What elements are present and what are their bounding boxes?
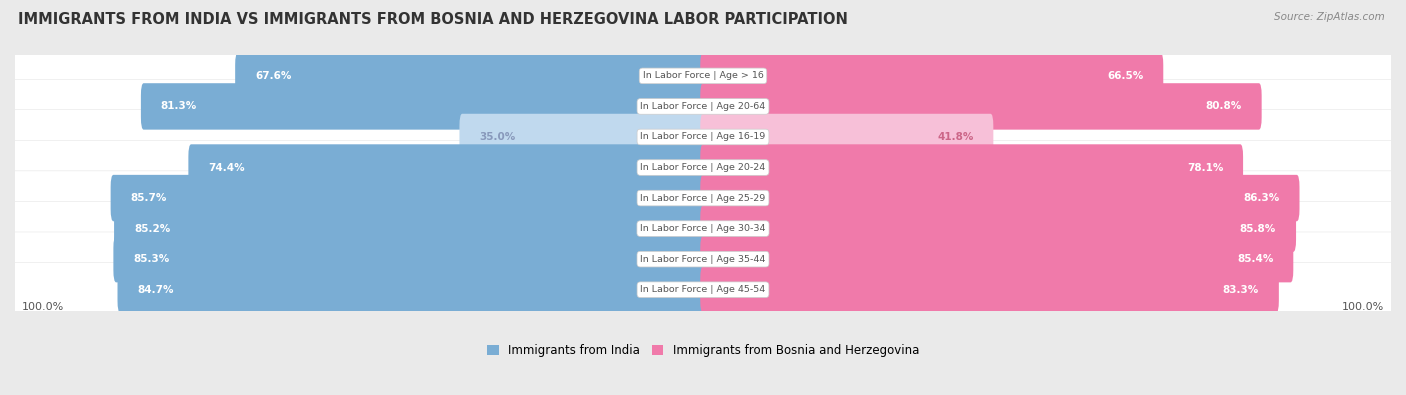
FancyBboxPatch shape: [111, 175, 706, 221]
FancyBboxPatch shape: [11, 79, 1395, 134]
FancyBboxPatch shape: [11, 49, 1395, 103]
FancyBboxPatch shape: [700, 114, 993, 160]
FancyBboxPatch shape: [188, 144, 706, 191]
Text: 86.3%: 86.3%: [1243, 193, 1279, 203]
Text: 67.6%: 67.6%: [254, 71, 291, 81]
FancyBboxPatch shape: [11, 140, 1395, 195]
Text: 85.4%: 85.4%: [1237, 254, 1274, 264]
Text: 100.0%: 100.0%: [1341, 303, 1384, 312]
Text: IMMIGRANTS FROM INDIA VS IMMIGRANTS FROM BOSNIA AND HERZEGOVINA LABOR PARTICIPAT: IMMIGRANTS FROM INDIA VS IMMIGRANTS FROM…: [18, 12, 848, 27]
FancyBboxPatch shape: [114, 236, 706, 282]
Text: In Labor Force | Age 20-24: In Labor Force | Age 20-24: [640, 163, 766, 172]
Text: 85.8%: 85.8%: [1240, 224, 1277, 233]
Text: 85.2%: 85.2%: [134, 224, 170, 233]
FancyBboxPatch shape: [460, 114, 706, 160]
FancyBboxPatch shape: [700, 144, 1243, 191]
Text: 85.7%: 85.7%: [131, 193, 167, 203]
Text: 66.5%: 66.5%: [1107, 71, 1143, 81]
Text: In Labor Force | Age 35-44: In Labor Force | Age 35-44: [640, 255, 766, 263]
FancyBboxPatch shape: [11, 232, 1395, 286]
FancyBboxPatch shape: [700, 205, 1296, 252]
Text: 83.3%: 83.3%: [1223, 285, 1258, 295]
FancyBboxPatch shape: [700, 236, 1294, 282]
Text: 35.0%: 35.0%: [479, 132, 516, 142]
Text: In Labor Force | Age 25-29: In Labor Force | Age 25-29: [640, 194, 766, 203]
FancyBboxPatch shape: [118, 267, 706, 313]
Text: 81.3%: 81.3%: [160, 102, 197, 111]
FancyBboxPatch shape: [11, 110, 1395, 164]
FancyBboxPatch shape: [11, 263, 1395, 317]
FancyBboxPatch shape: [11, 171, 1395, 225]
Text: 41.8%: 41.8%: [936, 132, 973, 142]
Text: Source: ZipAtlas.com: Source: ZipAtlas.com: [1274, 12, 1385, 22]
Text: 100.0%: 100.0%: [22, 303, 65, 312]
Text: In Labor Force | Age 45-54: In Labor Force | Age 45-54: [640, 285, 766, 294]
FancyBboxPatch shape: [11, 201, 1395, 256]
Text: 85.3%: 85.3%: [134, 254, 170, 264]
Text: 84.7%: 84.7%: [138, 285, 174, 295]
Text: In Labor Force | Age > 16: In Labor Force | Age > 16: [643, 71, 763, 80]
FancyBboxPatch shape: [141, 83, 706, 130]
FancyBboxPatch shape: [235, 53, 706, 99]
FancyBboxPatch shape: [700, 83, 1261, 130]
Text: 80.8%: 80.8%: [1205, 102, 1241, 111]
FancyBboxPatch shape: [700, 53, 1163, 99]
FancyBboxPatch shape: [114, 205, 706, 252]
Text: 74.4%: 74.4%: [208, 162, 245, 173]
Text: 78.1%: 78.1%: [1187, 162, 1223, 173]
Legend: Immigrants from India, Immigrants from Bosnia and Herzegovina: Immigrants from India, Immigrants from B…: [482, 339, 924, 362]
Text: In Labor Force | Age 20-64: In Labor Force | Age 20-64: [640, 102, 766, 111]
Text: In Labor Force | Age 16-19: In Labor Force | Age 16-19: [640, 132, 766, 141]
FancyBboxPatch shape: [700, 175, 1299, 221]
FancyBboxPatch shape: [700, 267, 1279, 313]
Text: In Labor Force | Age 30-34: In Labor Force | Age 30-34: [640, 224, 766, 233]
